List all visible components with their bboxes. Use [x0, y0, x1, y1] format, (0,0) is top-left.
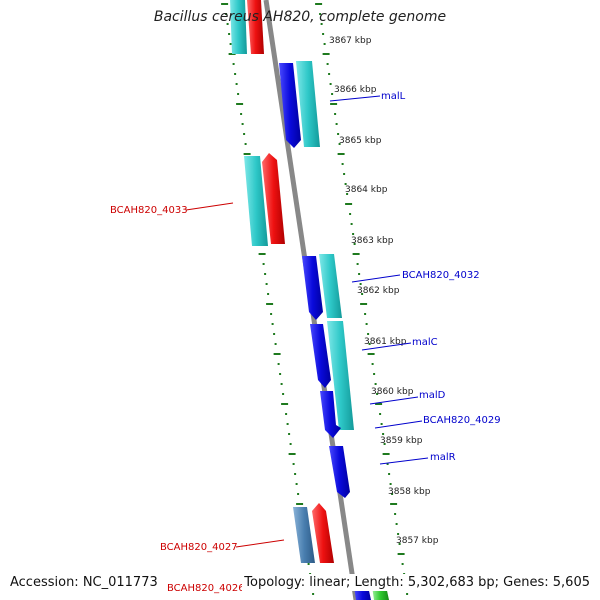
topology-text: Topology: linear; Length: 5,302,683 bp; …: [242, 574, 592, 591]
gene-red: [262, 153, 285, 244]
gene-malC: [310, 324, 331, 388]
gene-cyan: [327, 321, 354, 430]
gene-label-BCAH820_4029: BCAH820_4029: [423, 415, 501, 426]
gene-label-BCAH820_4026: BCAH820_4026: [167, 583, 245, 594]
gene-BCAH820_4027: [293, 507, 315, 563]
kbp-label: 3857 kbp: [396, 536, 439, 546]
kbp-label: 3865 kbp: [339, 136, 382, 146]
gene-label-malL: malL: [381, 91, 406, 102]
map-title: Bacillus cereus AH820, complete genome: [153, 9, 447, 25]
gene-label-BCAH820_4027: BCAH820_4027: [160, 542, 238, 553]
gene-cyan: [319, 254, 342, 318]
kbp-label: 3864 kbp: [345, 185, 388, 195]
kbp-label: 3859 kbp: [380, 436, 423, 446]
kbp-label: 3861 kbp: [364, 337, 407, 347]
gene-malD: [320, 391, 341, 438]
gene-malR: [329, 446, 350, 498]
gene-malL: [279, 63, 301, 148]
gene-BCAH820_4033: [244, 156, 268, 246]
kbp-label: 3862 kbp: [357, 286, 400, 296]
gene-red: [312, 503, 334, 563]
kbp-label: 3867 kbp: [329, 36, 372, 46]
gene-red: [247, 0, 264, 54]
gene-labels: malL BCAH820_4033 BCAH820_4032 malC malD…: [110, 91, 501, 594]
gene-label-BCAH820_4033: BCAH820_4033: [110, 205, 188, 216]
gene-label-malC: malC: [412, 337, 438, 348]
kbp-label: 3866 kbp: [334, 85, 377, 95]
gene-cyan: [230, 0, 247, 54]
kbp-labels: 3867 kbp 3866 kbp 3865 kbp 3864 kbp 3863…: [329, 36, 439, 546]
gene-BCAH820_4032: [302, 256, 323, 320]
gene-label-BCAH820_4032: BCAH820_4032: [402, 270, 480, 281]
gene-label-malD: malD: [419, 390, 446, 401]
accession-text: Accession: NC_011773: [8, 574, 160, 591]
kbp-label: 3858 kbp: [388, 487, 431, 497]
kbp-label: 3863 kbp: [351, 236, 394, 246]
kbp-label: 3860 kbp: [371, 387, 414, 397]
gene-label-malR: malR: [430, 452, 456, 463]
gene-cyan: [296, 61, 320, 147]
